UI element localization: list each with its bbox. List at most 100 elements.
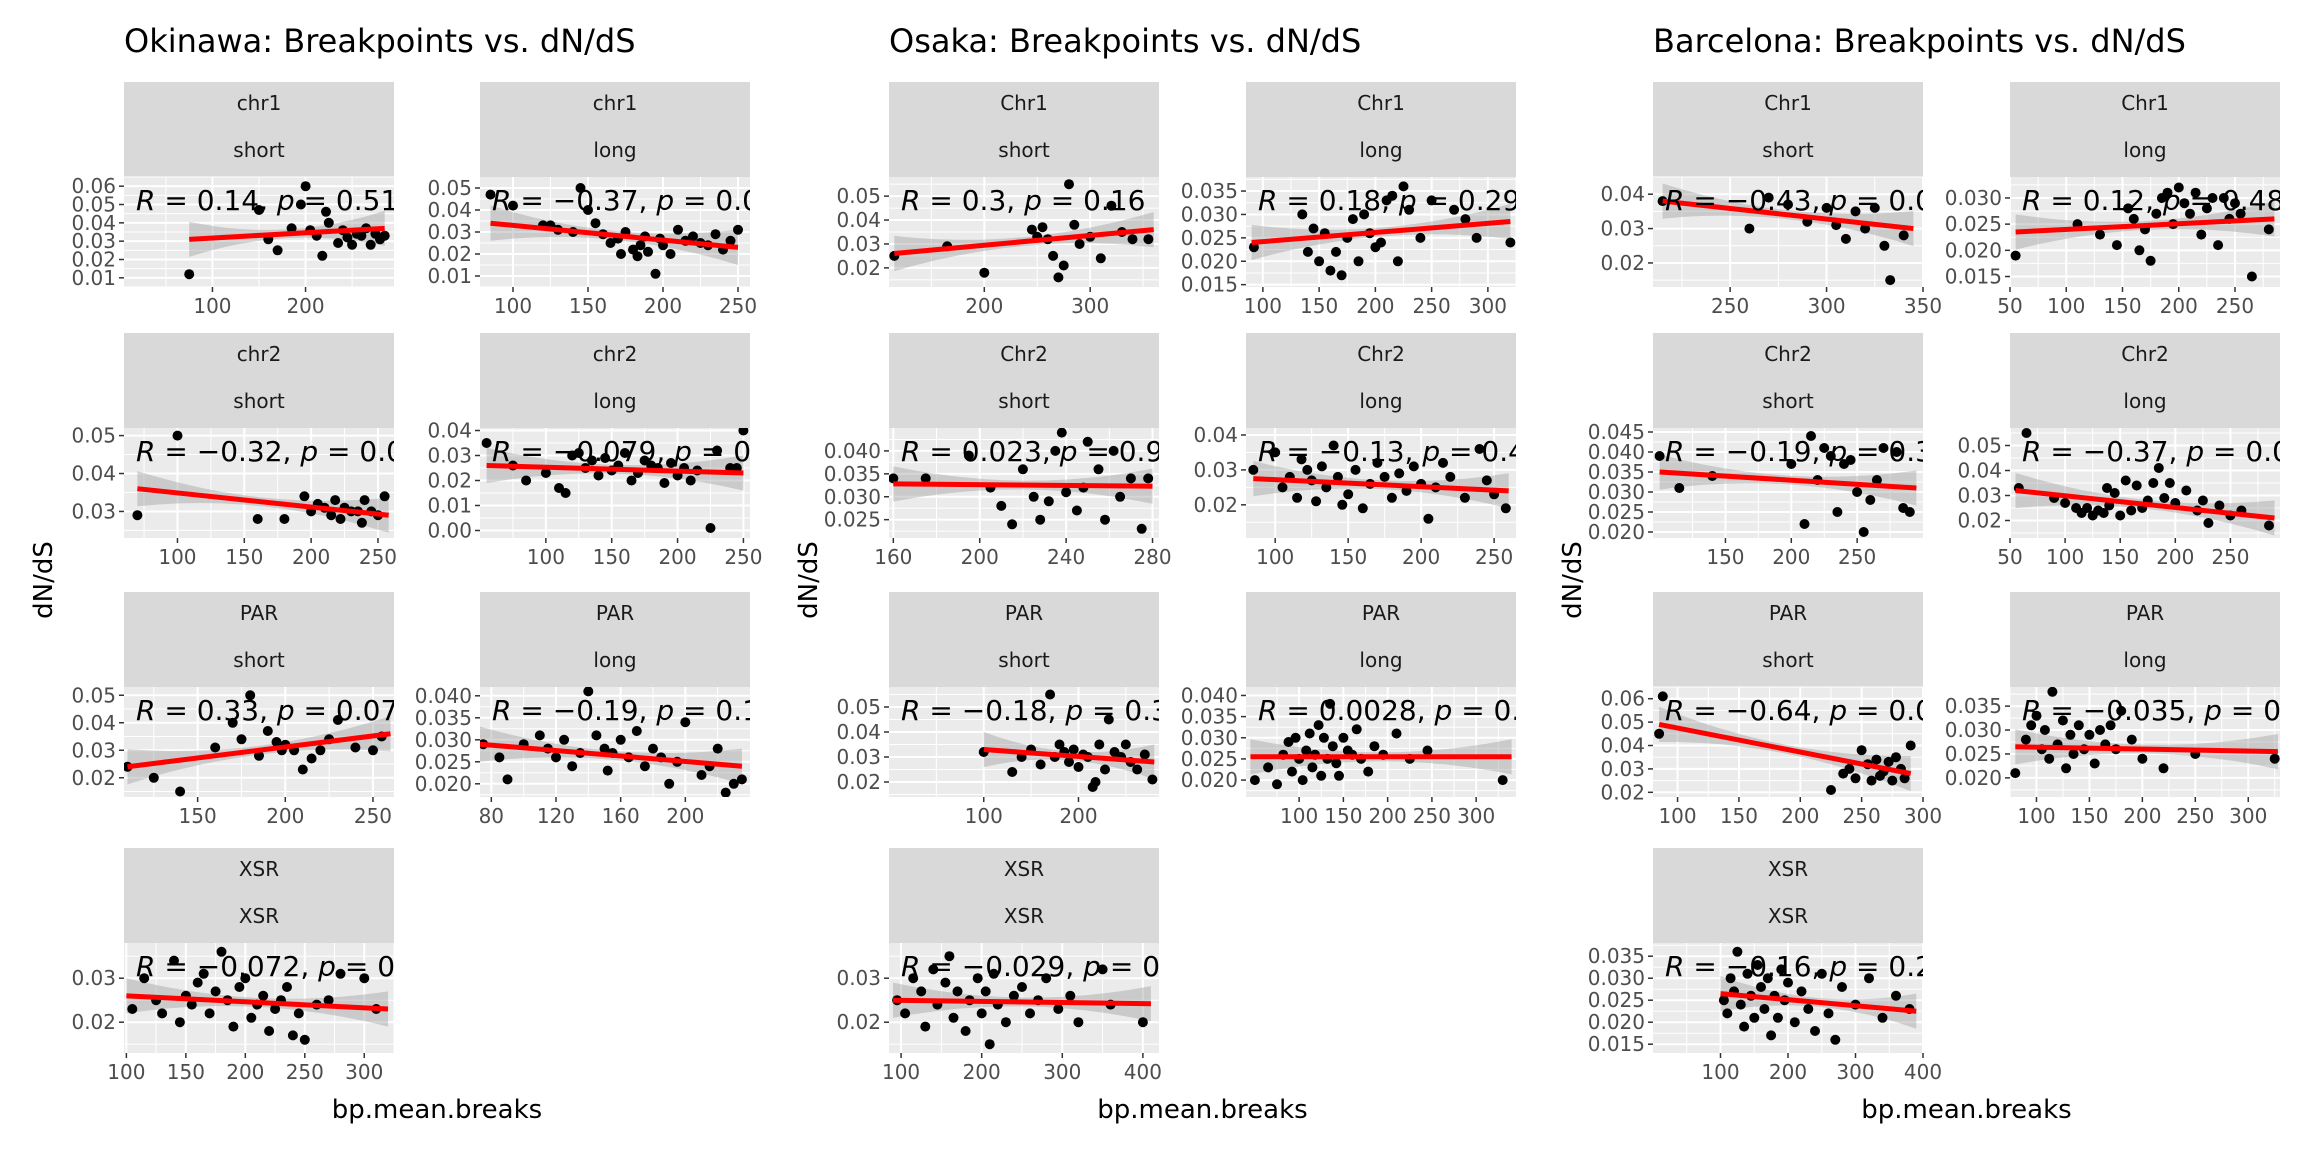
y-tick-label: 0.05 xyxy=(427,176,472,200)
data-point xyxy=(900,1008,911,1019)
data-point xyxy=(1744,223,1755,234)
strip-label-1: chr2 xyxy=(593,342,638,366)
data-point xyxy=(1127,234,1138,245)
data-point xyxy=(720,787,731,797)
x-tick-label: 100 xyxy=(158,545,196,569)
facet-panel: PAR short R = −0.64, p = 0.00 100 150 200 250 3… xyxy=(1600,592,1942,828)
y-tick-label: 0.025 xyxy=(1588,500,1645,524)
x-tick-label: 250 xyxy=(724,545,762,569)
data-point xyxy=(359,973,370,984)
data-point xyxy=(593,470,604,481)
data-point xyxy=(1722,1008,1733,1019)
data-point xyxy=(960,1026,971,1036)
y-tick-label: 0.03 xyxy=(71,499,116,523)
y-tick-label: 0.03 xyxy=(1193,458,1238,482)
data-point xyxy=(1735,999,1746,1010)
y-tick-label: 0.025 xyxy=(1588,988,1645,1012)
strip-label-1: PAR xyxy=(1005,601,1043,625)
data-point xyxy=(2098,508,2109,518)
data-point xyxy=(271,737,282,747)
strip-label-2: XSR xyxy=(239,904,279,928)
strip-label-2: long xyxy=(2123,648,2166,672)
facet-panel: chr2 long R = −0.079, p = 0.5 100 150 200 250 0… xyxy=(427,333,763,569)
data-point xyxy=(1789,1017,1800,1028)
data-point xyxy=(666,458,676,468)
y-tick-label: 0.025 xyxy=(1945,212,2002,236)
data-point xyxy=(1871,754,1882,765)
data-point xyxy=(1053,1004,1064,1014)
data-point xyxy=(1136,523,1147,534)
data-point xyxy=(1891,447,1902,457)
data-point xyxy=(286,223,297,234)
data-point xyxy=(2021,428,2032,438)
data-point xyxy=(1338,732,1349,743)
data-point xyxy=(315,745,326,756)
y-tick-label: 0.01 xyxy=(427,494,472,518)
y-tick-label: 0.04 xyxy=(71,462,116,486)
data-point xyxy=(2089,758,2100,769)
data-point xyxy=(650,268,661,279)
y-tick-label: 0.040 xyxy=(415,684,472,708)
data-point xyxy=(1837,982,1847,992)
data-point xyxy=(1497,775,1508,786)
data-point xyxy=(738,428,749,436)
data-point xyxy=(1391,728,1402,739)
data-point xyxy=(920,473,931,484)
y-tick-label: 0.05 xyxy=(71,424,116,448)
data-point xyxy=(1850,773,1861,784)
data-point xyxy=(1331,246,1341,257)
y-tick-label: 0.035 xyxy=(1588,460,1645,484)
x-tick-label: 250 xyxy=(2176,804,2214,828)
data-point xyxy=(1422,745,1433,756)
data-point xyxy=(1302,246,1313,257)
facet-strip xyxy=(480,82,750,177)
data-point xyxy=(1292,492,1303,503)
y-tick-label: 0.030 xyxy=(1588,480,1645,504)
x-tick-label: 300 xyxy=(1469,294,1507,318)
data-point xyxy=(944,951,955,962)
x-tick-label: 150 xyxy=(569,294,607,318)
x-tick-label: 300 xyxy=(1043,1060,1081,1084)
y-tick-label: 0.035 xyxy=(1181,705,1238,729)
data-point xyxy=(246,1012,257,1023)
y-tick-label: 0.05 xyxy=(71,683,116,707)
x-axis-label: bp.mean.breaks xyxy=(1861,1095,2071,1125)
data-point xyxy=(916,986,927,997)
data-point xyxy=(551,752,561,763)
x-tick-label: 300 xyxy=(1807,294,1845,318)
data-point xyxy=(379,491,390,502)
strip-label-2: short xyxy=(998,389,1050,413)
y-tick-label: 0.020 xyxy=(1945,238,2002,262)
strip-label-1: PAR xyxy=(1769,601,1807,625)
data-point xyxy=(1357,503,1368,514)
data-point xyxy=(1248,464,1259,475)
data-point xyxy=(192,977,203,988)
x-tick-label: 100 xyxy=(2046,545,2084,569)
trend-line xyxy=(486,463,744,476)
data-point xyxy=(1327,741,1338,752)
data-point xyxy=(1073,762,1084,772)
data-point xyxy=(1883,756,1894,767)
data-point xyxy=(1007,519,1018,530)
plot-area xyxy=(889,687,1159,797)
x-tick-label: 100 xyxy=(1280,804,1318,828)
data-point xyxy=(2159,493,2170,503)
data-point xyxy=(293,1008,304,1019)
y-tick-label: 0.02 xyxy=(1957,509,2002,533)
x-tick-label: 120 xyxy=(537,804,575,828)
data-point xyxy=(1297,209,1308,220)
data-point xyxy=(705,523,716,533)
y-tick-label: 0.020 xyxy=(415,772,472,796)
data-point xyxy=(508,200,518,211)
data-point xyxy=(972,973,983,984)
data-point xyxy=(1858,527,1869,537)
y-tick-label: 0.025 xyxy=(1181,226,1238,250)
x-tick-label: 200 xyxy=(1769,1060,1807,1084)
data-point xyxy=(379,230,390,241)
strip-label-2: short xyxy=(233,648,285,672)
data-point xyxy=(2120,475,2131,486)
data-point xyxy=(279,514,290,524)
y-tick-label: 0.03 xyxy=(71,229,116,253)
data-point xyxy=(1095,253,1106,264)
trend-line xyxy=(137,486,389,518)
